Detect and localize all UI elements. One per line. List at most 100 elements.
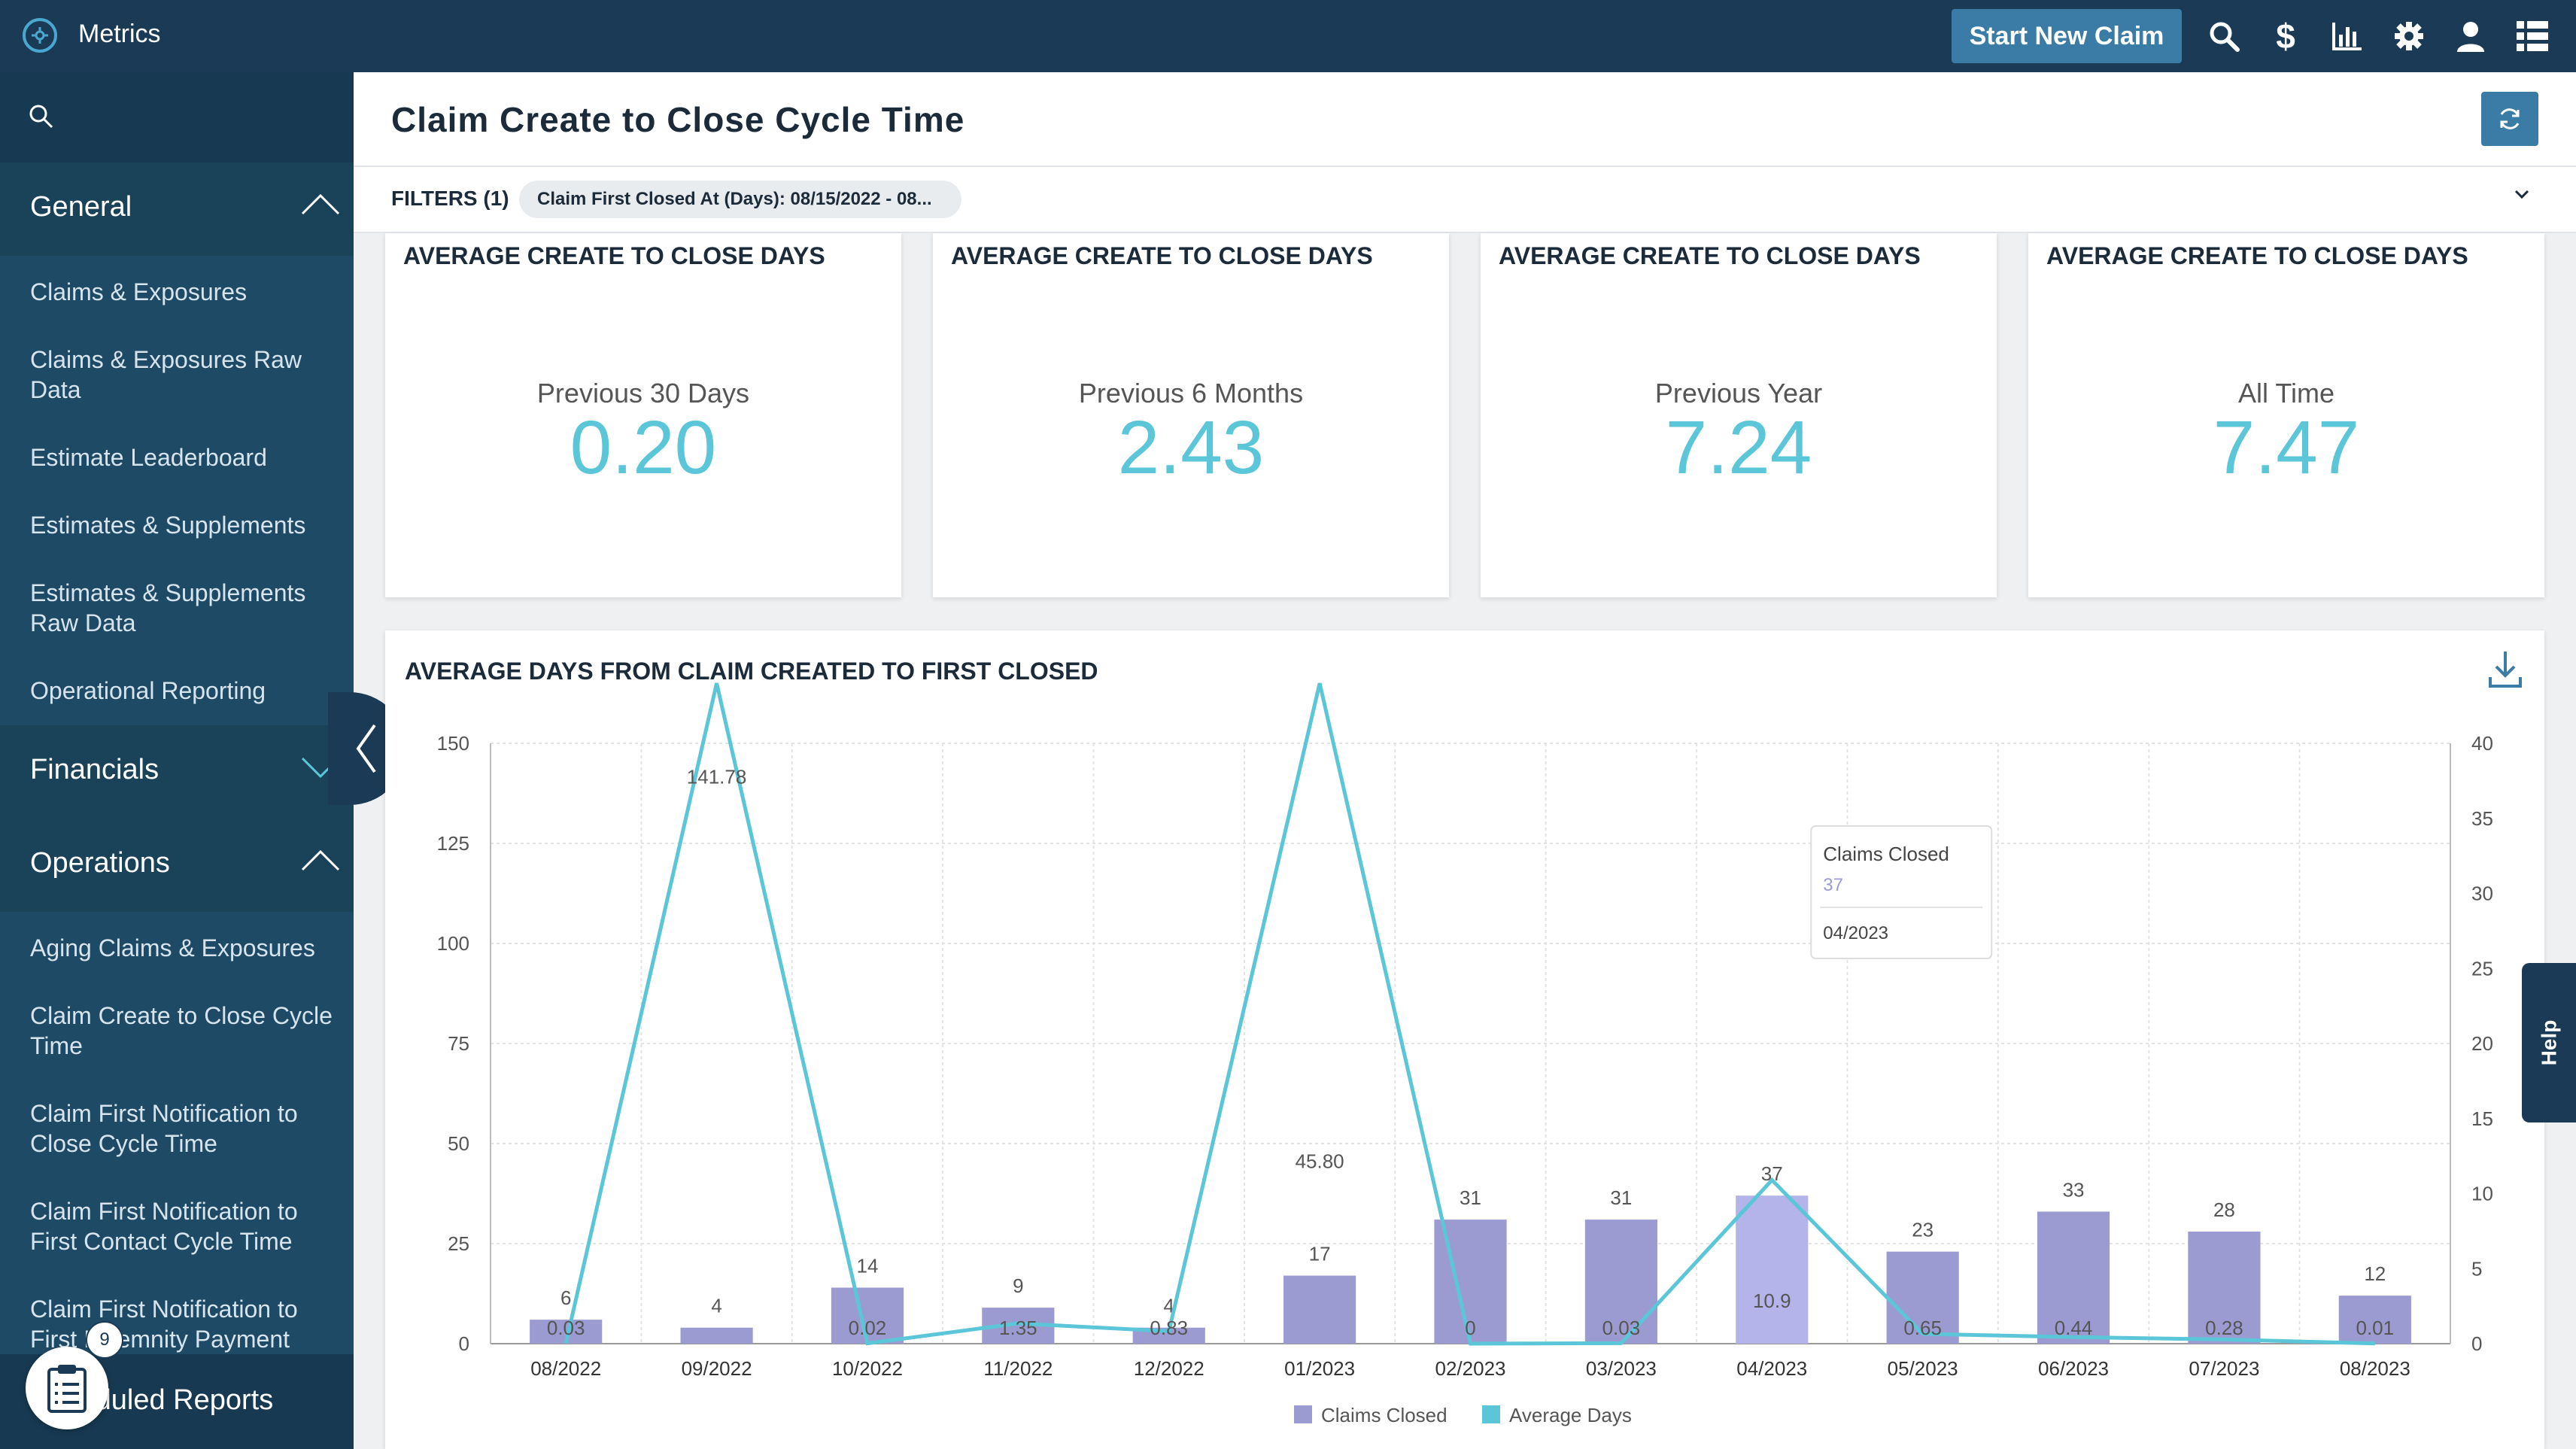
combo-chart[interactable]: 02550751001251500510152025303540608/2022… bbox=[385, 630, 2544, 1449]
bar bbox=[680, 1327, 753, 1344]
kpi-card-6-months: AVERAGE CREATE TO CLOSE DAYS Previous 6 … bbox=[933, 233, 1449, 597]
clipboard-fab-button[interactable] bbox=[26, 1347, 108, 1429]
kpi-heading: AVERAGE CREATE TO CLOSE DAYS bbox=[951, 242, 1373, 269]
help-label: Help bbox=[2537, 1019, 2560, 1066]
x-tick-label: 09/2022 bbox=[682, 1357, 752, 1380]
line-value-label: 0.83 bbox=[1150, 1317, 1188, 1339]
x-tick-label: 03/2023 bbox=[1586, 1357, 1657, 1380]
sidebar-search[interactable] bbox=[0, 72, 354, 163]
sidebar-group-operations[interactable]: Operations bbox=[0, 819, 354, 912]
kpi-card-previous-year: AVERAGE CREATE TO CLOSE DAYS Previous Ye… bbox=[1481, 233, 1997, 597]
svg-text:$: $ bbox=[2276, 18, 2295, 54]
sidebar-item-aging-claims[interactable]: Aging Claims & Exposures bbox=[30, 934, 315, 961]
bar bbox=[2037, 1211, 2110, 1344]
legend-swatch bbox=[1294, 1405, 1312, 1423]
gear-icon[interactable] bbox=[2388, 15, 2430, 57]
sidebar-group-label: General bbox=[30, 191, 132, 223]
bar bbox=[1736, 1195, 1809, 1344]
app-title: Metrics bbox=[78, 20, 161, 48]
legend-label: Claims Closed bbox=[1321, 1404, 1447, 1426]
download-icon[interactable] bbox=[2487, 649, 2523, 693]
y-left-tick-label: 125 bbox=[437, 832, 469, 855]
sidebar-group-financials[interactable]: Financials bbox=[0, 725, 354, 819]
kpi-period: All Time bbox=[2237, 378, 2335, 409]
line-value-label: 0.03 bbox=[547, 1317, 585, 1339]
bar-chart-icon[interactable] bbox=[2326, 15, 2368, 57]
sidebar-item-estimate-leaderboard[interactable]: Estimate Leaderboard bbox=[30, 444, 267, 471]
y-right-tick-label: 35 bbox=[2471, 807, 2493, 830]
legend-swatch bbox=[1482, 1405, 1500, 1423]
bar-value-label: 33 bbox=[2063, 1178, 2085, 1201]
help-tab[interactable]: Help bbox=[2522, 963, 2576, 1122]
sidebar-item-claims-exposures[interactable]: Claims & Exposures bbox=[30, 278, 248, 305]
sidebar-item-fnol-to-indemnity[interactable]: Claim First Notification to First Indemn… bbox=[30, 1296, 298, 1353]
x-tick-label: 08/2023 bbox=[2340, 1357, 2410, 1380]
search-icon[interactable] bbox=[27, 102, 54, 133]
kpi-value: 7.24 bbox=[1665, 406, 1812, 490]
dollar-icon[interactable]: $ bbox=[2265, 15, 2307, 57]
chevron-down-icon[interactable] bbox=[2513, 188, 2531, 204]
sidebar-item-fnol-to-first-contact[interactable]: Claim First Notification to First Contac… bbox=[30, 1198, 298, 1255]
chevron-up-icon[interactable] bbox=[301, 193, 340, 220]
line-value-label: 45.80 bbox=[1296, 1150, 1344, 1172]
filters-label[interactable]: FILTERS (1) bbox=[391, 187, 509, 210]
line-value-label: 141.78 bbox=[687, 766, 747, 788]
bar-value-label: 9 bbox=[1013, 1274, 1023, 1297]
sidebar-group-label: Operations bbox=[30, 847, 170, 879]
x-tick-label: 02/2023 bbox=[1435, 1357, 1506, 1380]
kpi-heading: AVERAGE CREATE TO CLOSE DAYS bbox=[2046, 242, 2468, 269]
y-right-tick-label: 15 bbox=[2471, 1107, 2493, 1130]
filter-pill[interactable]: Claim First Closed At (Days): 08/15/2022… bbox=[519, 181, 961, 218]
kpi-period: Previous Year bbox=[1654, 378, 1823, 409]
start-new-claim-button[interactable]: Start New Claim bbox=[1952, 9, 2182, 63]
bar-value-label: 23 bbox=[1912, 1219, 1934, 1241]
filters-bar: FILTERS (1) Claim First Closed At (Days)… bbox=[354, 167, 2576, 233]
sidebar-item-estimates-supplements[interactable]: Estimates & Supplements bbox=[30, 512, 306, 539]
y-right-tick-label: 30 bbox=[2471, 882, 2493, 905]
chevron-up-icon[interactable] bbox=[301, 849, 340, 876]
sidebar-group-general[interactable]: General bbox=[0, 163, 354, 256]
y-left-tick-label: 100 bbox=[437, 932, 469, 955]
line-value-label: 0.28 bbox=[2205, 1317, 2243, 1339]
app-logo-icon[interactable] bbox=[23, 18, 57, 53]
tooltip-series: Claims Closed bbox=[1823, 843, 1949, 865]
y-left-tick-label: 0 bbox=[459, 1332, 469, 1355]
kpi-period: Previous 6 Months bbox=[1078, 378, 1304, 409]
tooltip-value: 37 bbox=[1823, 875, 1843, 895]
line-value-label: 0.44 bbox=[2055, 1317, 2093, 1339]
bar bbox=[2188, 1232, 2261, 1344]
grid-menu-icon[interactable] bbox=[2511, 15, 2553, 57]
bar-value-label: 4 bbox=[711, 1295, 721, 1317]
kpi-value: 0.20 bbox=[570, 406, 717, 490]
sidebar-item-claims-exposures-raw[interactable]: Claims & Exposures Raw Data bbox=[30, 346, 302, 403]
page-header: Claim Create to Close Cycle Time bbox=[354, 72, 2576, 167]
x-tick-label: 06/2023 bbox=[2038, 1357, 2109, 1380]
bar-value-label: 12 bbox=[2364, 1262, 2386, 1285]
sidebar-item-fnol-to-close[interactable]: Claim First Notification to Close Cycle … bbox=[30, 1100, 298, 1157]
line-value-label: 0 bbox=[1465, 1317, 1475, 1339]
bar-value-label: 17 bbox=[1309, 1243, 1331, 1265]
x-tick-label: 01/2023 bbox=[1284, 1357, 1355, 1380]
x-tick-label: 11/2022 bbox=[983, 1357, 1053, 1380]
kpi-period: Previous 30 Days bbox=[536, 378, 750, 409]
y-right-tick-label: 0 bbox=[2471, 1332, 2482, 1355]
sidebar-item-estimates-supplements-raw[interactable]: Estimates & Supplements Raw Data bbox=[30, 579, 306, 636]
tooltip-box bbox=[1810, 825, 1993, 959]
kpi-card-all-time: AVERAGE CREATE TO CLOSE DAYS All Time 7.… bbox=[2028, 233, 2544, 597]
y-right-tick-label: 10 bbox=[2471, 1183, 2493, 1205]
kpi-heading: AVERAGE CREATE TO CLOSE DAYS bbox=[403, 242, 825, 269]
sidebar-item-operational-reporting[interactable]: Operational Reporting bbox=[30, 677, 266, 704]
user-icon[interactable] bbox=[2450, 15, 2492, 57]
top-bar: Metrics Start New Claim $ bbox=[0, 0, 2576, 72]
bar bbox=[831, 1287, 904, 1344]
sidebar-item-create-to-close[interactable]: Claim Create to Close Cycle Time bbox=[30, 1002, 333, 1059]
y-right-tick-label: 5 bbox=[2471, 1257, 2482, 1280]
search-icon[interactable] bbox=[2203, 15, 2245, 57]
line-value-label: 0.65 bbox=[1903, 1317, 1942, 1339]
x-tick-label: 10/2022 bbox=[832, 1357, 903, 1380]
y-left-tick-label: 75 bbox=[448, 1032, 469, 1055]
bar-value-label: 31 bbox=[1610, 1186, 1632, 1209]
chart-card: 0 25 50 75 100 125 150 0 5 10 15 20 25 30 35 40 6 08/2022… bbox=[385, 630, 2544, 1449]
bar-value-label: 6 bbox=[560, 1286, 571, 1309]
refresh-button[interactable] bbox=[2481, 92, 2538, 146]
